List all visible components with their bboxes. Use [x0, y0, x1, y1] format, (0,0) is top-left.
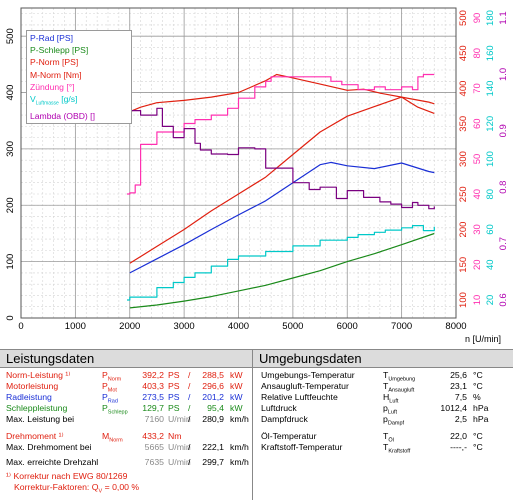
umgebung-row: Dampfdruck pDampf 2,5 hPa: [261, 414, 489, 427]
right-axis-tick-label: 160: [485, 45, 496, 61]
right-axis-tick-label: 140: [485, 81, 496, 97]
leistung-row: Radleistung PRad 273,5 PS/201,2 kW: [6, 392, 243, 405]
x-axis-unit-label: n [U/min]: [465, 334, 502, 344]
right-axis-tick-label: 20: [472, 259, 483, 270]
umgebung-row: Öl-Temperatur TÖl 22,0 °C: [261, 431, 483, 444]
y-tick-label: 0: [5, 315, 16, 320]
legend-item: P-Schlepp [PS]: [30, 45, 89, 56]
umgebungsdaten-panel: Umgebungsdaten Umgebungs-Temperatur TUmge…: [253, 349, 513, 500]
x-tick-label: 4000: [228, 321, 249, 332]
leistung-row: Max. erreichte Drehzahl 7635 U/min/299,7 km…: [6, 457, 249, 467]
y-tick-label: 300: [5, 141, 16, 157]
umgebung-row: Kraftstoff-Temperatur TKraftstoff ----,- °C: [261, 442, 483, 455]
right-axis-tick-label: 40: [485, 259, 496, 270]
right-axis-tick-label: 10: [472, 295, 483, 306]
umgebungsdaten-title: Umgebungsdaten: [253, 349, 513, 368]
right-axis-tick-label: 0.8: [498, 181, 509, 194]
leistung-row: Norm-Leistung ¹⁾ PNorm 392,2 PS/288,5 kW: [6, 370, 243, 383]
legend-item: Zündung [°]: [30, 81, 75, 92]
right-axis-tick-label: 120: [485, 116, 496, 132]
leistung-row: Drehmoment ¹⁾ MNorm 433,2 Nm: [6, 431, 182, 444]
right-axis-tick-label: 250: [458, 186, 469, 202]
right-axis-tick-label: 30: [472, 224, 483, 235]
right-axis-tick-label: 400: [458, 81, 469, 97]
right-axis-tick-label: 20: [485, 295, 496, 306]
x-tick-label: 6000: [337, 321, 358, 332]
results-tables: Leistungsdaten Norm-Leistung ¹⁾ PNorm 392,…: [0, 349, 513, 500]
right-axis-tick-label: 40: [472, 189, 483, 200]
legend-item: P-Rad [PS]: [30, 33, 73, 43]
right-axis-tick-label: 350: [458, 116, 469, 132]
chart-legend: P-Rad [PS] P-Schlepp [PS] P-Norm [PS] M-Nor…: [26, 30, 132, 125]
series-line: [127, 225, 435, 301]
x-tick-label: 8000: [445, 321, 466, 332]
leistung-row: Max. Leistung bei 7160 U/min/280,9 km/h: [6, 414, 249, 424]
leistung-row: Max. Drehmoment bei 5665 U/min/222,1 km/h: [6, 442, 249, 452]
right-axis-tick-label: 90: [472, 13, 483, 24]
x-tick-label: 7000: [391, 321, 412, 332]
right-axis-tick-label: 300: [458, 151, 469, 167]
dyno-chart: 0 1000 2000 3000 4000 5000 6000 7000 80000100200…: [5, 7, 509, 332]
right-axis-tick-label: 200: [458, 222, 469, 238]
leistung-row: Motorleistung PMot 403,3 PS/296,6 kW: [6, 381, 243, 394]
series-line: [129, 232, 435, 309]
right-axis-tick-label: 100: [485, 151, 496, 167]
legend-item: P-Norm [PS]: [30, 57, 79, 68]
right-axis-tick-label: 150: [458, 257, 469, 273]
series-line: [127, 73, 435, 195]
legend-item: VLuftmasse [g/s]: [30, 94, 78, 107]
x-tick-label: 0: [18, 321, 23, 332]
right-axis-tick-label: 180: [485, 10, 496, 26]
leistungsdaten-panel: Leistungsdaten Norm-Leistung ¹⁾ PNorm 392,…: [0, 349, 253, 500]
series-line: [127, 107, 435, 210]
right-axis-tick-label: 500: [458, 10, 469, 26]
x-tick-label: 2000: [119, 321, 140, 332]
y-tick-label: 400: [5, 85, 16, 101]
right-axis-tick-label: 100: [458, 292, 469, 308]
y-tick-label: 500: [5, 28, 16, 44]
umgebung-row: Relative Luftfeuchte HLuft 7,5%: [261, 392, 481, 405]
series-line: [129, 73, 435, 114]
right-axis-tick-label: 60: [472, 118, 483, 129]
leistungsdaten-title: Leistungsdaten: [0, 349, 252, 368]
right-axis-tick-label: 1.1: [498, 11, 509, 24]
right-axis-tick-label: 1.0: [498, 68, 509, 81]
plot-frame: [20, 7, 457, 319]
right-axis-tick-label: 0.6: [498, 293, 509, 306]
umgebung-row: Ansaugluft-Temperatur TAnsaugluft 23,1 °C: [261, 381, 483, 394]
leistung-row: Schleppleistung PSchlepp 129,7 PS/95,4 kW: [6, 403, 243, 416]
right-axis-tick-label: 450: [458, 45, 469, 61]
y-tick-label: 200: [5, 197, 16, 213]
x-tick-label: 3000: [174, 321, 195, 332]
right-axis-tick-label: 50: [472, 154, 483, 165]
right-axis-tick-label: 70: [472, 83, 483, 94]
right-axis-tick-label: 0.9: [498, 124, 509, 137]
right-axis-tick-label: 80: [472, 48, 483, 59]
legend-item: Lambda (OBD) []: [30, 110, 95, 121]
right-axis-tick-label: 60: [485, 224, 496, 235]
y-tick-label: 100: [5, 254, 16, 270]
x-tick-label: 5000: [282, 321, 303, 332]
right-axis-tick-label: 80: [485, 189, 496, 200]
x-tick-label: 1000: [65, 321, 86, 332]
series-line: [129, 161, 435, 274]
right-axis-tick-label: 0.7: [498, 237, 509, 250]
umgebung-row: Luftdruck pLuft 1012,4 hPa: [261, 403, 489, 416]
legend-item: M-Norm [Nm]: [30, 69, 82, 80]
umgebung-row: Umgebungs-Temperatur TUmgebung 25,6 °C: [261, 370, 483, 383]
